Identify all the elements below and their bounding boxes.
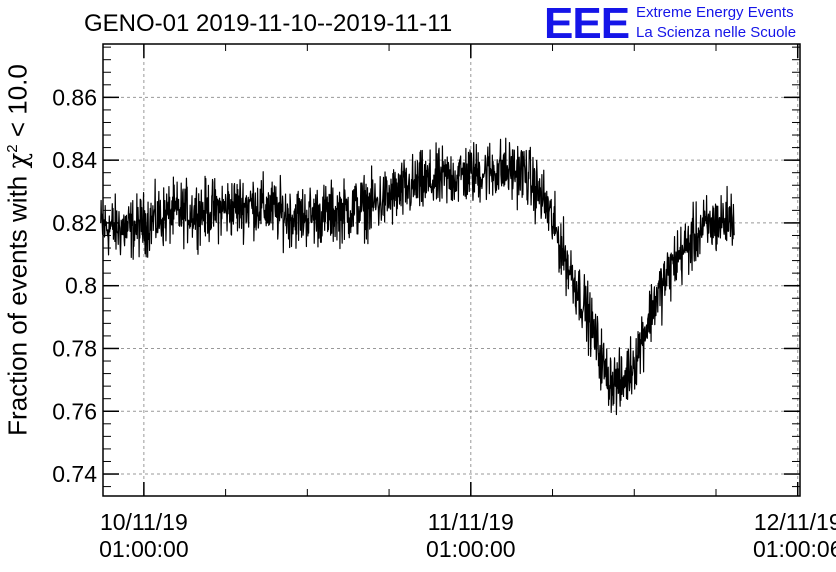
y-tick-label: 0.78 — [52, 335, 97, 361]
logo-line-2: La Scienza nelle Scuole — [636, 24, 797, 41]
series-line — [100, 137, 735, 416]
y-axis-label-suffix: < 10.0 — [2, 64, 33, 145]
grid — [103, 44, 800, 496]
y-tick-label: 0.76 — [52, 398, 97, 424]
chart-title: GENO-01 2019-11-10--2019-11-11 — [84, 10, 453, 37]
y-axis-label-symbol: χ — [3, 152, 34, 169]
y-tick-label: 0.84 — [52, 147, 97, 173]
logo-line-1: Extreme Energy Events — [636, 4, 794, 21]
x-tick-labels: 10/11/1901:00:0011/11/1901:00:0012/11/19… — [99, 509, 836, 562]
y-tick-labels: 0.74 0.76 0.78 0.8 0.82 0.84 0.86 — [52, 84, 97, 487]
x-tick-date: 12/11/19 — [754, 509, 836, 535]
x-tick-date: 10/11/19 — [100, 509, 188, 535]
x-tick-time: 01:00:00 — [426, 536, 516, 562]
eee-logo: EEE — [544, 0, 630, 48]
y-tick-label: 0.82 — [52, 210, 97, 236]
axis-ticks — [103, 44, 800, 496]
y-axis-label-prefix: Fraction of events with — [2, 168, 33, 436]
y-axis-label-sup: 2 — [3, 144, 21, 153]
y-tick-label: 0.86 — [52, 84, 97, 110]
y-axis-label: Fraction of events with χ2 < 10.0 — [3, 64, 34, 436]
x-tick-time: 01:00:00 — [99, 536, 189, 562]
y-tick-label: 0.8 — [65, 273, 97, 299]
x-tick-time: 01:00:06 — [753, 536, 836, 562]
series-group — [100, 137, 735, 416]
x-tick-date: 11/11/19 — [428, 509, 514, 535]
y-tick-label: 0.74 — [52, 461, 97, 487]
plot-frame — [102, 43, 801, 497]
